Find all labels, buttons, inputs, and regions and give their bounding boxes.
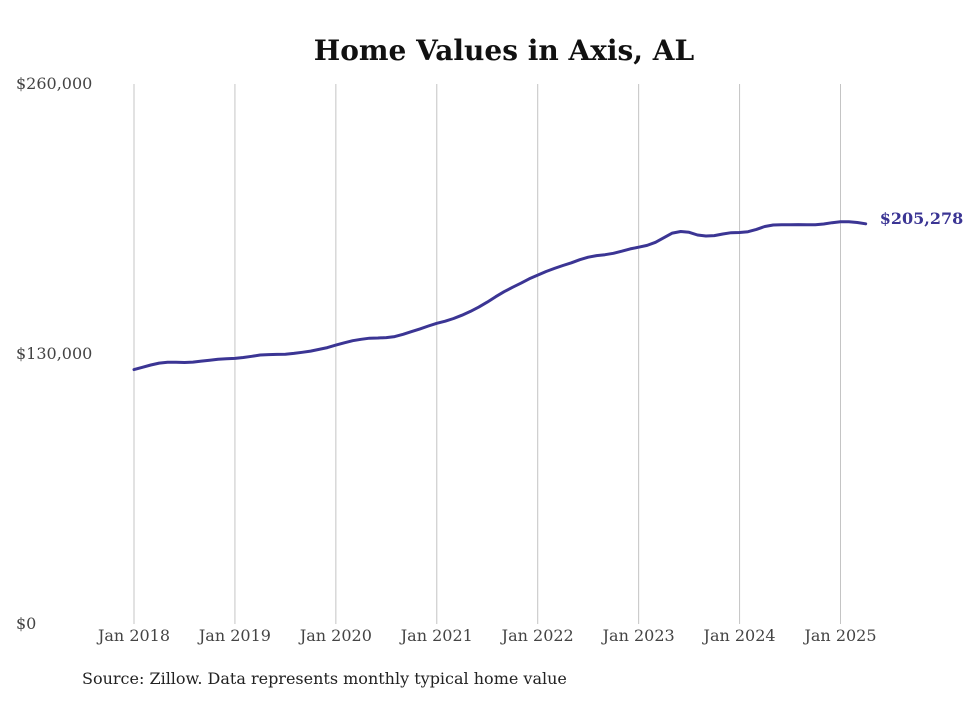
x-tick-label: Jan 2018 bbox=[96, 626, 170, 645]
chart-title: Home Values in Axis, AL bbox=[314, 34, 695, 67]
x-tick-label: Jan 2021 bbox=[399, 626, 473, 645]
x-axis-ticks: Jan 2018 Jan 2019 Jan 2020 Jan 2021 Jan 2022… bbox=[96, 626, 877, 645]
x-tick-label: Jan 2019 bbox=[197, 626, 271, 645]
x-tick-label: Jan 2023 bbox=[601, 626, 675, 645]
grid-lines bbox=[133, 84, 841, 624]
x-tick-label: Jan 2022 bbox=[500, 626, 574, 645]
x-tick-label: Jan 2024 bbox=[702, 626, 776, 645]
x-tick-label: Jan 2020 bbox=[298, 626, 372, 645]
y-tick-label: $0 bbox=[16, 614, 36, 633]
series-layer bbox=[132, 220, 868, 372]
x-tick-label: Jan 2025 bbox=[802, 626, 876, 645]
end-value-label: $205,278 bbox=[880, 209, 964, 228]
y-tick-label: $130,000 bbox=[16, 344, 92, 363]
y-tick-label: $260,000 bbox=[16, 74, 92, 93]
y-axis-ticks: $0 $130,000 $260,000 bbox=[16, 74, 92, 633]
source-note: Source: Zillow. Data represents monthly … bbox=[82, 669, 567, 688]
series-line bbox=[132, 220, 868, 372]
